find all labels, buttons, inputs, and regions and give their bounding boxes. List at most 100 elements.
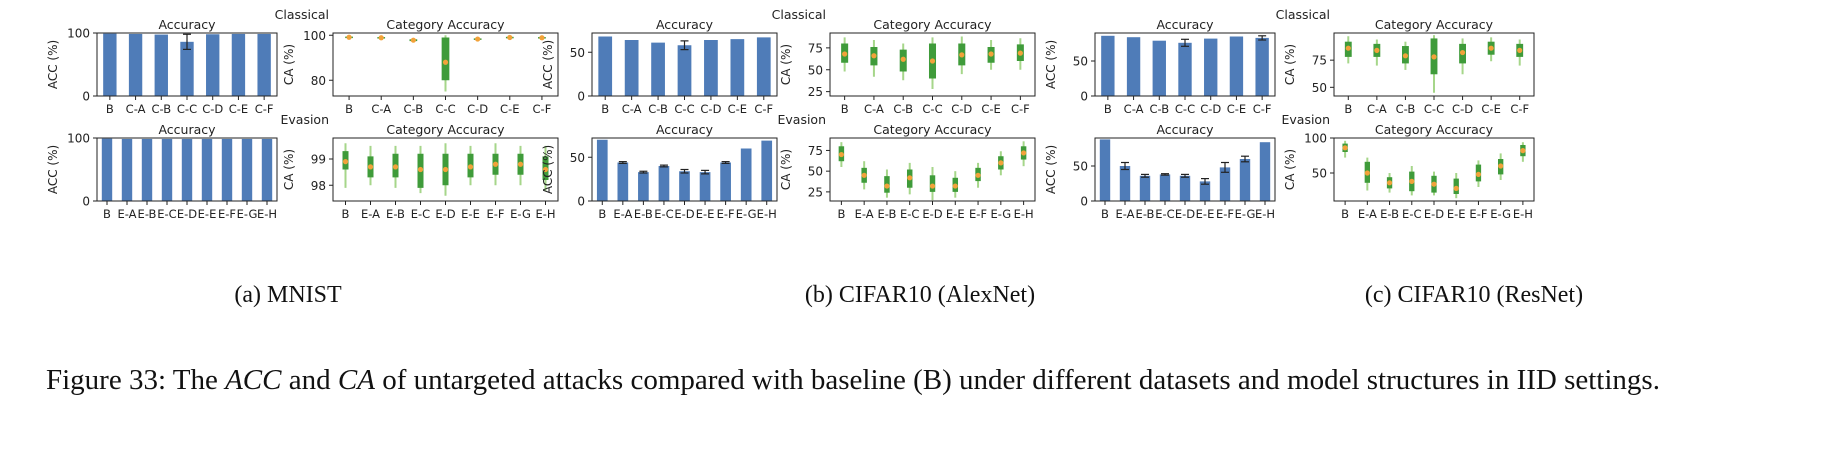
figure-caption: Figure 33: The ACC and CA of untargeted …: [46, 362, 1806, 399]
mnist-evasion-acc-bar-0: [101, 138, 113, 201]
mnist-evasion-ca-xtick-label-1: E-A: [361, 207, 380, 221]
mnist-classical-acc-xtick-label-6: C-F: [255, 102, 274, 116]
mnist-evasion-ca-title: Category Accuracy: [386, 122, 505, 137]
alexnet-evasion-ca-median-7: [998, 160, 1004, 166]
mnist-classical-acc-title: Accuracy: [158, 17, 216, 32]
alexnet-classical-ca-median-5: [988, 51, 994, 57]
resnet-evasion-acc-bar-1: [1119, 166, 1131, 201]
resnet-classical-ca-xtick-label-4: C-D: [1452, 102, 1473, 116]
mnist-evasion-acc-bar-7: [241, 138, 253, 201]
resnet-classical-ca-ytick-label-0: 50: [1312, 81, 1327, 95]
resnet-classical-acc-xtick-label-0: B: [1104, 102, 1112, 116]
alexnet-evasion-acc-xtick-label-0: B: [598, 207, 606, 221]
resnet-evasion-ca-xtick-label-0: B: [1341, 207, 1349, 221]
resnet-evasion-ca-xtick-label-5: E-E: [1447, 207, 1466, 221]
resnet-evasion-ca-xtick-label-4: E-D: [1424, 207, 1444, 221]
alexnet-classical-acc-xtick-label-4: C-D: [700, 102, 721, 116]
mnist-classical-acc-ytick-label-0: 0: [82, 90, 90, 104]
mnist-evasion-ca-xtick-label-0: B: [342, 207, 350, 221]
mnist-classical-acc-xtick-label-2: C-B: [151, 102, 171, 116]
alexnet-evasion-ca-xtick-label-4: E-D: [922, 207, 942, 221]
resnet-evasion-acc-xtick-label-5: E-E: [1196, 207, 1215, 221]
alexnet-classical-acc-xtick-label-0: B: [601, 102, 609, 116]
mnist-classical-acc-bar-6: [257, 33, 271, 96]
alexnet-evasion-acc-frame: [591, 137, 778, 202]
alexnet-evasion-acc-ylabel: ACC (%): [541, 145, 555, 194]
alexnet-classical-acc-xtick-label-3: C-C: [674, 102, 694, 116]
resnet-evasion-acc-xtick-label-3: E-C: [1155, 207, 1174, 221]
resnet-classical-ca-median-1: [1374, 47, 1380, 53]
mnist-evasion-acc-bar-6: [221, 138, 233, 201]
alexnet-classical-ca-xtick-label-2: C-B: [893, 102, 913, 116]
alexnet-classical-acc-bar-3: [677, 45, 692, 96]
resnet-evasion-acc-bar-0: [1099, 139, 1111, 201]
resnet-evasion-acc-xtick-label-8: E-H: [1255, 207, 1275, 221]
mnist-evasion-ca-group-label: Evasion: [280, 112, 329, 127]
alexnet-classical-acc-bar-4: [704, 40, 718, 96]
alexnet-evasion-acc-bar-6: [720, 162, 731, 201]
mnist-classical-ca-median-1: [378, 35, 384, 41]
mnist-classical-acc-bar-1: [128, 33, 143, 96]
mnist-evasion-acc-bar-1: [121, 138, 133, 201]
resnet-evasion-acc-xtick-label-2: E-B: [1136, 207, 1155, 221]
mnist-evasion-ca-median-3: [417, 166, 424, 173]
mnist-evasion-ca-xtick-label-4: E-D: [435, 207, 455, 221]
alexnet-classical-acc-ylabel: ACC (%): [541, 40, 555, 89]
resnet-evasion-ca-xtick-label-6: E-F: [1469, 207, 1487, 221]
resnet-evasion-ca-median-6: [1475, 171, 1482, 177]
alexnet-evasion-acc-xtick-label-3: E-C: [654, 207, 673, 221]
alexnet-evasion-ca-group-label: Evasion: [777, 112, 826, 127]
mnist-evasion-acc-ytick-label-0: 0: [82, 195, 90, 209]
alexnet-classical-acc-title: Accuracy: [656, 17, 714, 32]
resnet-evasion-acc-bar-8: [1259, 142, 1271, 201]
mnist-evasion-acc-bar-4: [181, 138, 193, 201]
resnet-classical-acc-ylabel: ACC (%): [1044, 40, 1058, 89]
mnist-evasion-ca-ylabel: CA (%): [282, 149, 296, 190]
alexnet-evasion-ca-median-3: [907, 175, 913, 181]
mnist-evasion-acc-frame: [96, 137, 278, 202]
alexnet-evasion-ca-median-1: [861, 172, 867, 178]
mnist-evasion-acc-xtick-label-8: E-H: [257, 207, 277, 221]
mnist-classical-ca-ytick-label-1: 100: [303, 29, 326, 43]
alexnet-evasion-acc-bar-1: [617, 162, 629, 201]
mnist-evasion-ca-median-2: [392, 164, 399, 170]
resnet-classical-acc-bar-2: [1152, 40, 1166, 96]
alexnet-classical-acc-xtick-label-1: C-A: [622, 102, 642, 116]
alexnet-evasion-ca-median-0: [838, 151, 844, 158]
resnet-evasion-ca-xtick-label-2: E-B: [1380, 207, 1399, 221]
resnet-evasion-acc-bar-4: [1179, 175, 1191, 201]
alexnet-evasion-ca-title: Category Accuracy: [873, 122, 992, 137]
mnist-evasion-ca-xtick-label-5: E-E: [461, 207, 480, 221]
alexnet-classical-ca-frame: [829, 32, 1036, 97]
resnet-evasion-ca-ylabel: CA (%): [1283, 149, 1297, 190]
alexnet-classical-ca-xtick-label-4: C-D: [951, 102, 972, 116]
resnet-classical-ca-xtick-label-3: C-C: [1424, 102, 1444, 116]
mnist-evasion-acc-bar-8: [261, 138, 273, 201]
resnet-evasion-ca-group-label: Evasion: [1281, 112, 1330, 127]
mnist-classical-ca-xtick-label-1: C-A: [371, 102, 391, 116]
alexnet-evasion-ca-median-8: [1021, 150, 1027, 156]
alexnet-classical-ca-median-1: [871, 53, 877, 59]
resnet-classical-ca-median-6: [1517, 47, 1523, 53]
mnist-evasion-ca-median-6: [492, 161, 499, 167]
caption-suffix: of untargeted attacks compared with base…: [374, 364, 1660, 396]
mnist-classical-ca-xtick-label-4: C-D: [467, 102, 488, 116]
mnist-evasion-acc-xtick-label-1: E-A: [117, 207, 136, 221]
alexnet-evasion-ca-ytick-label-1: 50: [808, 165, 823, 179]
alexnet-evasion-ca-ytick-label-2: 75: [808, 144, 823, 158]
mnist-classical-ca-xtick-label-0: B: [345, 102, 353, 116]
mnist-classical-ca-median-6: [539, 35, 545, 41]
mnist-evasion-ca-median-7: [517, 161, 524, 167]
alexnet-evasion-acc-xtick-label-5: E-E: [696, 207, 715, 221]
alexnet-classical-ca-xtick-label-3: C-C: [922, 102, 942, 116]
resnet-classical-ca-median-4: [1459, 49, 1466, 56]
resnet-evasion-acc-ylabel: ACC (%): [1044, 145, 1058, 194]
mnist-evasion-ca-ytick-label-1: 99: [311, 153, 326, 167]
alexnet-classical-ca-xtick-label-6: C-F: [1011, 102, 1030, 116]
resnet-evasion-ca-xtick-label-3: E-C: [1402, 207, 1421, 221]
resnet-classical-acc-bar-0: [1101, 35, 1115, 96]
mnist-evasion-acc-bar-3: [161, 138, 173, 201]
mnist-evasion-ca-ytick-label-0: 98: [311, 179, 326, 193]
resnet-classical-acc-xtick-label-6: C-F: [1253, 102, 1272, 116]
